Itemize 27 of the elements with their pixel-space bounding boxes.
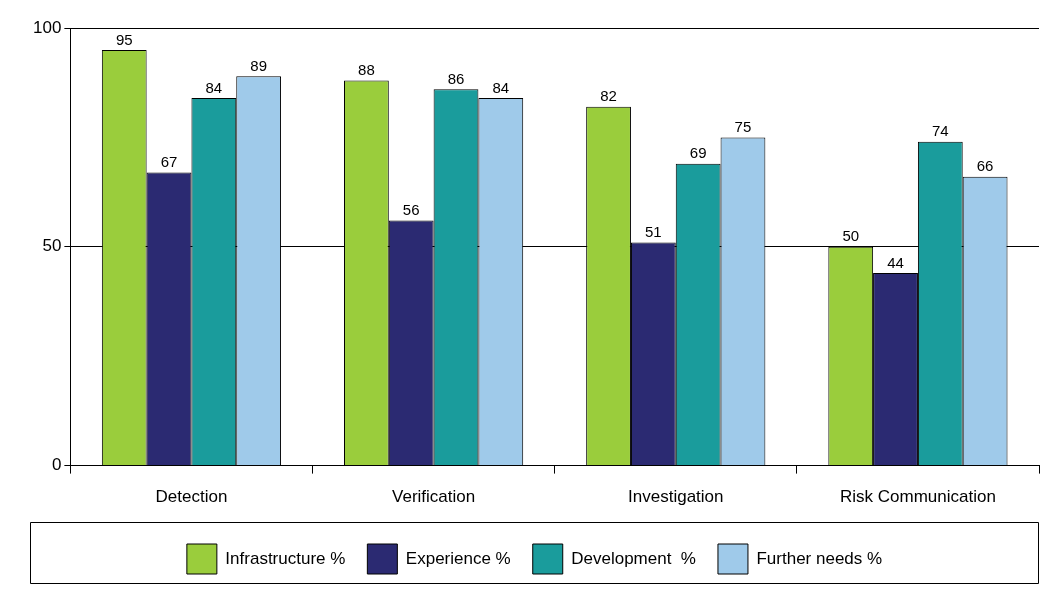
data-label: 50 (842, 227, 860, 245)
data-label: 84 (205, 78, 223, 96)
legend-label: Development % (571, 548, 696, 568)
data-label: 82 (600, 87, 617, 105)
x-tick-label: Verification (392, 487, 476, 507)
data-label: 51 (645, 223, 662, 241)
y-tick-label: 50 (42, 236, 62, 256)
data-label: 88 (358, 61, 375, 79)
x-tick-label: Risk Communication (839, 487, 996, 507)
legend-label: Experience % (405, 548, 511, 568)
x-tick-label: Detection (155, 487, 228, 507)
data-label: 86 (447, 69, 465, 87)
data-label: 56 (402, 201, 420, 219)
legend-label: Infrastructure % (225, 548, 346, 568)
data-label: 67 (160, 153, 178, 171)
data-label: 66 (976, 157, 994, 175)
data-label: 84 (492, 78, 510, 96)
data-label: 95 (115, 30, 133, 48)
legend-label: Further needs % (756, 548, 883, 568)
data-label: 44 (887, 253, 904, 271)
y-tick-label: 0 (51, 455, 62, 475)
y-tick-label: 100 (32, 17, 62, 37)
data-label: 75 (734, 118, 752, 136)
data-label: 74 (931, 122, 949, 140)
data-label: 69 (689, 144, 707, 162)
data-label: 89 (250, 56, 267, 74)
x-tick-label: Investigation (628, 487, 724, 507)
